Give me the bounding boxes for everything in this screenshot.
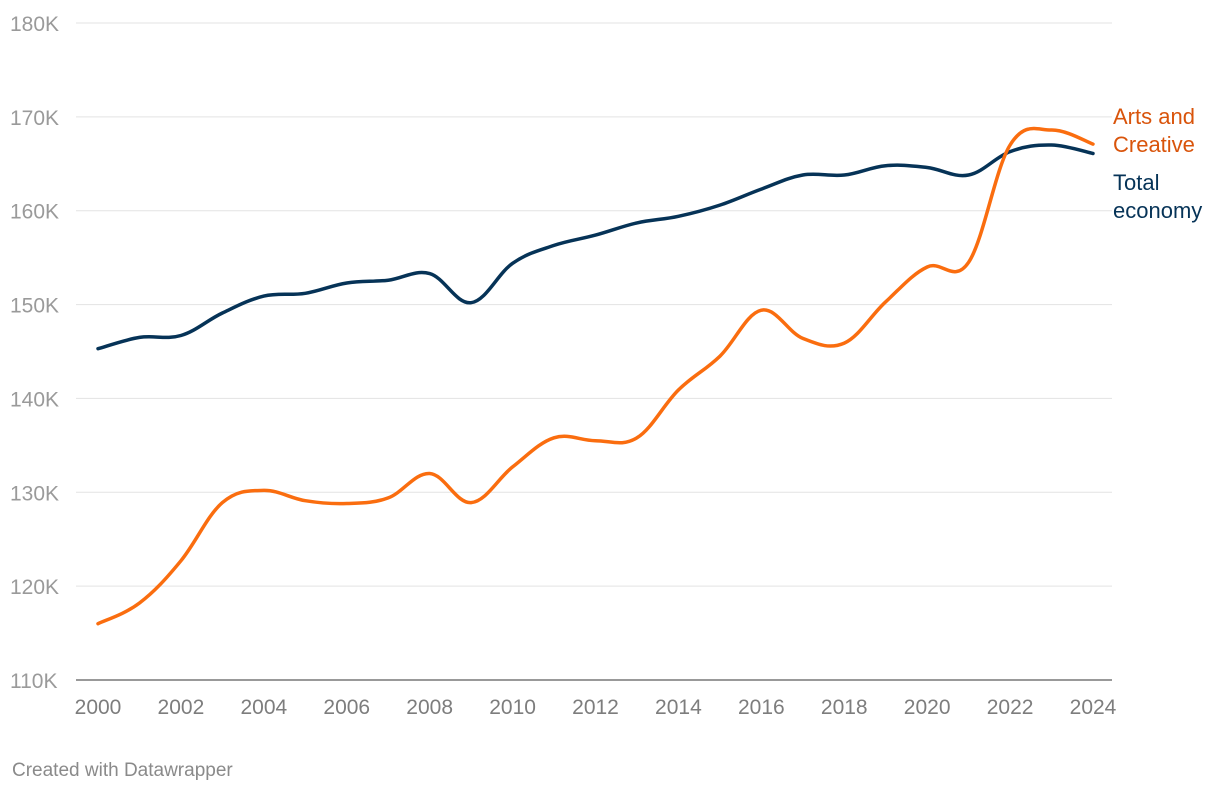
y-tick-label: 120K: [10, 576, 59, 599]
y-tick-label: 160K: [10, 201, 59, 224]
y-tick-label: 170K: [10, 107, 59, 130]
x-tick-label: 2020: [904, 696, 951, 719]
x-tick-label: 2008: [406, 696, 453, 719]
y-axis-tick-labels: 110K 120K 130K 140K 150K 160K 170K 180K: [10, 13, 59, 693]
series-label-total-economy: economy: [1113, 198, 1202, 223]
gridlines: [76, 22, 1112, 587]
x-tick-label: 2004: [240, 696, 287, 719]
x-tick-label: 2016: [738, 696, 785, 719]
x-tick-label: 2024: [1070, 696, 1117, 719]
series-lines: [96, 126, 1095, 626]
x-tick-label: 2002: [158, 696, 205, 719]
series-label-arts-and-creative: Arts and: [1113, 104, 1195, 129]
y-tick-label: 110K: [10, 670, 58, 693]
series-label-total-economy: Total: [1113, 170, 1159, 195]
x-tick-label: 2010: [489, 696, 536, 719]
y-tick-label: 180K: [10, 13, 59, 36]
credit-text: Created with Datawrapper: [12, 760, 233, 781]
x-tick-label: 2006: [323, 696, 370, 719]
y-tick-label: 150K: [10, 295, 59, 318]
x-tick-label: 2000: [75, 696, 122, 719]
x-tick-label: 2022: [987, 696, 1034, 719]
x-tick-label: 2014: [655, 696, 702, 719]
x-axis-tick-labels: 2000 2002 2004 2006 2008 2010 2012 2014 2016 2018…: [75, 696, 1117, 719]
y-tick-label: 140K: [10, 388, 59, 411]
y-tick-label: 130K: [10, 482, 59, 505]
series-line-arts-and-creative: [96, 126, 1095, 626]
x-tick-label: 2018: [821, 696, 868, 719]
x-tick-label: 2012: [572, 696, 619, 719]
series-line-total-economy: [96, 143, 1095, 351]
series-label-arts-and-creative: Creative: [1113, 132, 1195, 157]
series-labels: Total economy Arts and Creative: [1113, 104, 1202, 223]
